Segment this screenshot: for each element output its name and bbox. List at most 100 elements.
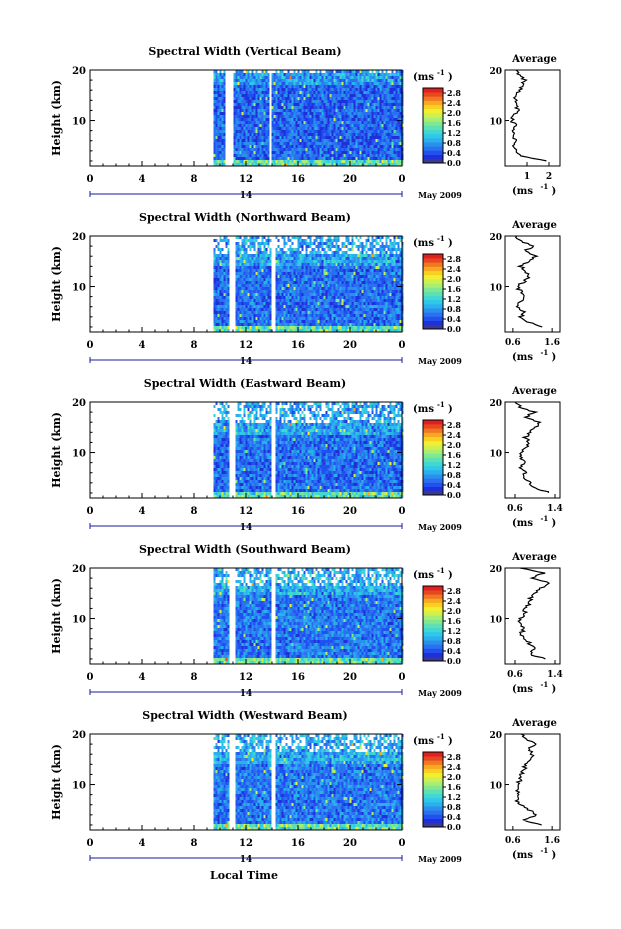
heatmap-cells — [213, 236, 404, 332]
heatmap-cell — [337, 91, 340, 94]
heatmap-cell — [243, 239, 246, 242]
heatmap-cell — [363, 91, 366, 94]
heatmap-cell — [325, 115, 328, 118]
heatmap-cell — [261, 121, 264, 124]
heatmap-cell — [283, 236, 286, 239]
heatmap-cell — [323, 130, 326, 133]
heatmap-cell — [275, 266, 278, 269]
heatmap-cell — [327, 293, 330, 296]
heatmap-cell — [323, 106, 326, 109]
heatmap-cell — [393, 130, 396, 133]
heatmap-cell — [351, 112, 354, 115]
heatmap-cell — [295, 130, 298, 133]
heatmap-cell — [233, 82, 236, 85]
heatmap-cell — [317, 275, 320, 278]
heatmap-cell — [261, 109, 264, 112]
heatmap-cell — [347, 257, 350, 260]
heatmap-cell — [299, 151, 302, 154]
heatmap-cell — [283, 151, 286, 154]
heatmap-cell — [283, 73, 286, 76]
heatmap-cell — [223, 88, 226, 91]
heatmap-cell — [215, 97, 218, 100]
heatmap-cell — [327, 76, 330, 79]
heatmap-cell — [379, 115, 382, 118]
heatmap-cell — [345, 94, 348, 97]
heatmap-cell — [315, 139, 318, 142]
heatmap-cell — [293, 73, 296, 76]
heatmap-cell — [289, 275, 292, 278]
heatmap-cell — [261, 88, 264, 91]
heatmap-cell — [305, 329, 308, 332]
heatmap-cell — [255, 91, 258, 94]
heatmap-cell — [331, 88, 334, 91]
heatmap-cell — [275, 85, 278, 88]
heatmap-cell — [265, 121, 268, 124]
heatmap-cell — [357, 145, 360, 148]
heatmap-cell — [339, 317, 342, 320]
heatmap-cell — [247, 70, 250, 73]
heatmap-cell — [315, 311, 318, 314]
heatmap-cell — [335, 103, 338, 106]
heatmap-cell — [255, 236, 258, 239]
heatmap-cell — [283, 302, 286, 305]
heatmap-cell — [261, 136, 264, 139]
heatmap-cell — [397, 145, 400, 148]
heatmap-cell — [379, 112, 382, 115]
heatmap-cell — [355, 272, 358, 275]
heatmap-cell — [341, 157, 344, 160]
heatmap-cell — [275, 275, 278, 278]
heatmap-cell — [301, 287, 304, 290]
heatmap-cell — [215, 323, 218, 326]
heatmap-cell — [237, 112, 240, 115]
heatmap-cell — [327, 239, 330, 242]
heatmap-cell — [323, 151, 326, 154]
heatmap-cell — [315, 245, 318, 248]
heatmap-cell — [347, 287, 350, 290]
heatmap-cell — [285, 157, 288, 160]
heatmap-cell — [347, 326, 350, 329]
heatmap-cell — [347, 130, 350, 133]
heatmap-cell — [373, 76, 376, 79]
heatmap-cell — [309, 257, 312, 260]
heatmap-cell — [337, 248, 340, 251]
heatmap-cell — [261, 275, 264, 278]
heatmap-cell — [263, 160, 266, 163]
heatmap-cell — [359, 136, 362, 139]
heatmap-cell — [297, 76, 300, 79]
heatmap-cell — [259, 115, 262, 118]
heatmap-cell — [397, 94, 400, 97]
heatmap-cell — [243, 118, 246, 121]
heatmap-cell — [279, 136, 282, 139]
heatmap-cell — [237, 85, 240, 88]
heatmap-cell — [313, 296, 316, 299]
heatmap-cell — [333, 311, 336, 314]
heatmap-cell — [315, 290, 318, 293]
heatmap-cell — [289, 314, 292, 317]
heatmap-cell — [275, 103, 278, 106]
heatmap-cell — [311, 154, 314, 157]
heatmap-cell — [275, 112, 278, 115]
heatmap-cell — [289, 239, 292, 242]
heatmap-cell — [267, 242, 270, 245]
heatmap-cell — [223, 305, 226, 308]
heatmap-cell — [259, 100, 262, 103]
heatmap-cell — [295, 308, 298, 311]
heatmap-cell — [357, 296, 360, 299]
heatmap-cell — [385, 127, 388, 130]
heatmap-cell — [345, 296, 348, 299]
heatmap-cell — [223, 290, 226, 293]
heatmap-cell — [223, 254, 226, 257]
heatmap-cell — [283, 305, 286, 308]
heatmap-cell — [313, 329, 316, 332]
heatmap-cell — [283, 106, 286, 109]
heatmap-cell — [277, 82, 280, 85]
heatmap-cell — [265, 151, 268, 154]
heatmap-cell — [381, 157, 384, 160]
heatmap-cell — [317, 251, 320, 254]
heatmap-cell — [249, 121, 252, 124]
heatmap-cell — [373, 85, 376, 88]
heatmap-cell — [223, 272, 226, 275]
heatmap-cell — [337, 266, 340, 269]
heatmap-cell — [345, 151, 348, 154]
heatmap-cell — [347, 305, 350, 308]
